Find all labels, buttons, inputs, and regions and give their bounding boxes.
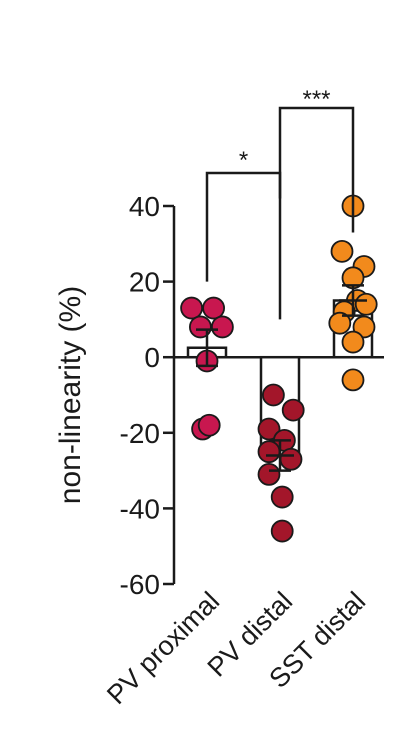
data-point <box>257 462 281 486</box>
data-point <box>261 383 285 407</box>
y-tick-label: -40 <box>120 493 160 524</box>
data-points <box>180 194 378 543</box>
data-point <box>270 485 294 509</box>
category-label: PV proximal <box>101 586 225 710</box>
data-point <box>341 368 365 392</box>
y-tick-label: -60 <box>120 569 160 600</box>
y-axis-title: non-linearity (%) <box>54 286 87 504</box>
data-point <box>197 413 221 437</box>
data-point <box>281 398 305 422</box>
data-point <box>180 296 204 320</box>
data-point <box>328 311 352 335</box>
data-point <box>257 440 281 464</box>
y-tick-label: -20 <box>120 418 160 449</box>
significance-label: * <box>239 147 248 174</box>
data-point <box>354 292 378 316</box>
significance-brackets: **** <box>205 86 355 320</box>
data-point <box>330 239 354 263</box>
data-point <box>210 315 234 339</box>
significance-bracket <box>205 171 282 320</box>
y-tick-label: 20 <box>129 267 160 298</box>
y-tick-label: 40 <box>129 191 160 222</box>
data-point <box>270 519 294 543</box>
data-point <box>341 330 365 354</box>
y-tick-label: 0 <box>144 342 160 373</box>
error-bars <box>193 284 367 472</box>
data-point <box>202 296 226 320</box>
data-point <box>279 447 303 471</box>
significance-label: *** <box>302 86 330 113</box>
data-point <box>188 315 212 339</box>
significance-bracket <box>278 106 355 233</box>
